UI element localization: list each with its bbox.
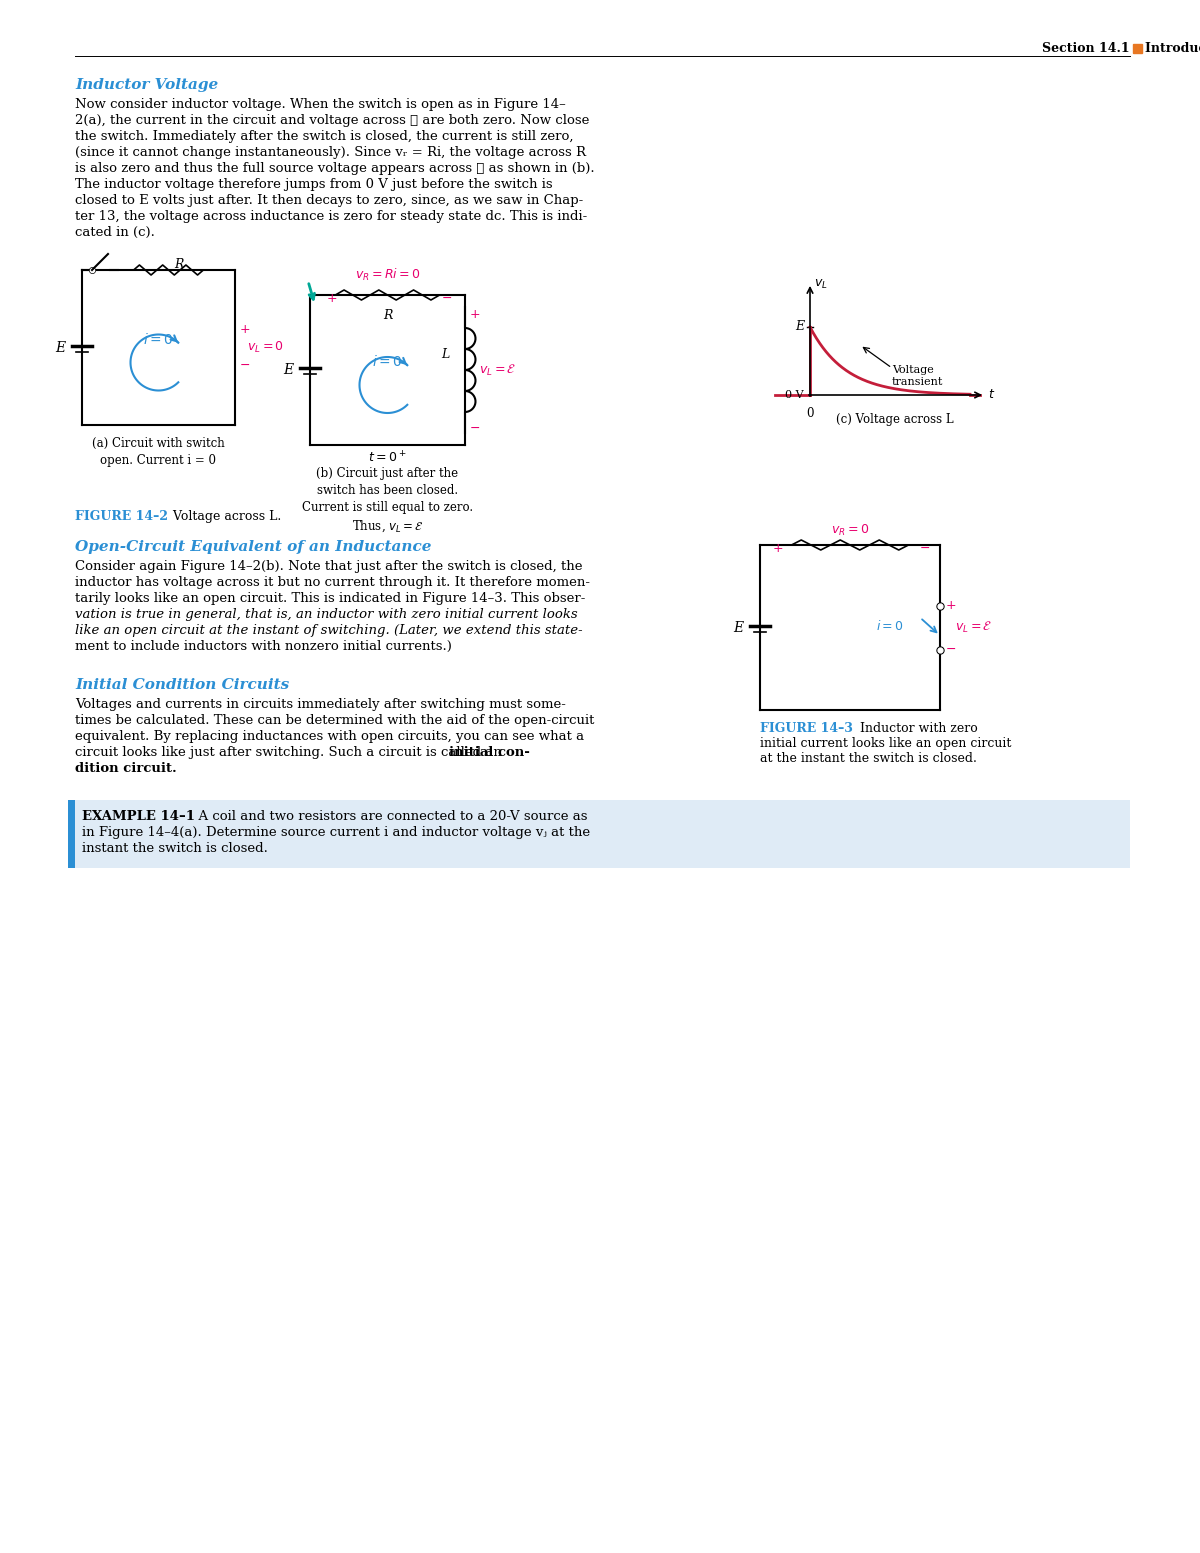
- Text: +: +: [240, 323, 251, 335]
- Text: Section 14.1: Section 14.1: [1043, 42, 1130, 54]
- Text: Inductor Voltage: Inductor Voltage: [74, 78, 218, 92]
- Text: E: E: [283, 363, 293, 377]
- Text: A coil and two resistors are connected to a 20-V source as: A coil and two resistors are connected t…: [190, 811, 588, 823]
- Text: E: E: [733, 621, 743, 635]
- Text: $v_R = Ri = 0$: $v_R = Ri = 0$: [355, 267, 420, 283]
- Text: (a) Circuit with switch
open. Current i = 0: (a) Circuit with switch open. Current i …: [92, 436, 224, 467]
- Text: $v_L = \mathcal{E}$: $v_L = \mathcal{E}$: [955, 620, 992, 635]
- Text: 0: 0: [806, 407, 814, 419]
- Text: −: −: [470, 421, 480, 435]
- Text: (b) Circuit just after the
switch has been closed.
Current is still equal to zer: (b) Circuit just after the switch has be…: [302, 467, 473, 534]
- Text: Voltages and currents in circuits immediately after switching must some-: Voltages and currents in circuits immedi…: [74, 697, 566, 711]
- Text: circuit looks like just after switching. Such a circuit is called an: circuit looks like just after switching.…: [74, 745, 506, 759]
- Text: tarily looks like an open circuit. This is indicated in Figure 14–3. This obser-: tarily looks like an open circuit. This …: [74, 592, 586, 606]
- Text: FIGURE 14–3: FIGURE 14–3: [760, 722, 853, 735]
- Text: initial current looks like an open circuit: initial current looks like an open circu…: [760, 738, 1012, 750]
- Text: $v_R = 0$: $v_R = 0$: [830, 523, 869, 537]
- Text: +: +: [773, 542, 784, 554]
- Text: $v_L = 0$: $v_L = 0$: [247, 340, 284, 356]
- Text: initial con-: initial con-: [449, 745, 530, 759]
- Text: equivalent. By replacing inductances with open circuits, you can see what a: equivalent. By replacing inductances wit…: [74, 730, 584, 742]
- Text: $v_L = \mathcal{E}$: $v_L = \mathcal{E}$: [479, 362, 516, 377]
- Text: $t = 0^+$: $t = 0^+$: [368, 450, 407, 466]
- Bar: [1133, 43, 1142, 53]
- Text: Inductor with zero: Inductor with zero: [852, 722, 978, 735]
- Text: ter 13, the voltage across inductance is zero for steady state dc. This is indi-: ter 13, the voltage across inductance is…: [74, 210, 587, 224]
- Text: −: −: [240, 359, 251, 373]
- Text: +: +: [326, 292, 337, 304]
- Text: $t$: $t$: [988, 388, 995, 402]
- Text: ment to include inductors with nonzero initial currents.): ment to include inductors with nonzero i…: [74, 640, 452, 652]
- Text: Now consider inductor voltage. When the switch is open as in Figure 14–: Now consider inductor voltage. When the …: [74, 98, 565, 110]
- Text: E: E: [55, 340, 65, 354]
- Text: times be calculated. These can be determined with the aid of the open-circuit: times be calculated. These can be determ…: [74, 714, 594, 727]
- Text: instant the switch is closed.: instant the switch is closed.: [82, 842, 268, 856]
- Text: is also zero and thus the full source voltage appears across ℓ as shown in (b).: is also zero and thus the full source vo…: [74, 162, 595, 175]
- Text: +: +: [470, 309, 481, 321]
- Text: the switch. Immediately after the switch is closed, the current is still zero,: the switch. Immediately after the switch…: [74, 130, 574, 143]
- Text: L: L: [440, 348, 449, 362]
- Text: −: −: [919, 542, 930, 554]
- Bar: [68, 800, 1130, 868]
- Text: in Figure 14–4(a). Determine source current i and inductor voltage vⱼ at the: in Figure 14–4(a). Determine source curr…: [82, 826, 590, 839]
- Text: Voltage
transient: Voltage transient: [892, 365, 943, 387]
- Text: $i = 0$: $i = 0$: [143, 332, 174, 346]
- Text: cated in (c).: cated in (c).: [74, 227, 155, 239]
- Text: Introduction     521: Introduction 521: [1145, 42, 1200, 54]
- Text: Open-Circuit Equivalent of an Inductance: Open-Circuit Equivalent of an Inductance: [74, 540, 432, 554]
- Text: dition circuit.: dition circuit.: [74, 763, 176, 775]
- Bar: [68, 800, 74, 868]
- Text: 2(a), the current in the circuit and voltage across ℓ are both zero. Now close: 2(a), the current in the circuit and vol…: [74, 113, 589, 127]
- Text: R: R: [174, 258, 184, 272]
- Text: Consider again Figure 14–2(b). Note that just after the switch is closed, the: Consider again Figure 14–2(b). Note that…: [74, 561, 582, 573]
- Text: inductor has voltage across it but no current through it. It therefore momen-: inductor has voltage across it but no cu…: [74, 576, 590, 589]
- Text: +: +: [946, 599, 956, 612]
- Text: closed to E volts just after. It then decays to zero, since, as we saw in Chap-: closed to E volts just after. It then de…: [74, 194, 583, 207]
- Text: 0 V: 0 V: [785, 390, 804, 401]
- Text: Initial Condition Circuits: Initial Condition Circuits: [74, 679, 289, 693]
- Text: $i = 0$: $i = 0$: [876, 618, 904, 632]
- Text: (c) Voltage across L: (c) Voltage across L: [836, 413, 954, 426]
- Text: −: −: [442, 292, 452, 304]
- Text: at the instant the switch is closed.: at the instant the switch is closed.: [760, 752, 977, 766]
- Text: $v_L$: $v_L$: [814, 278, 828, 290]
- Text: EXAMPLE 14–1: EXAMPLE 14–1: [82, 811, 194, 823]
- Text: $i = 0$: $i = 0$: [372, 354, 403, 370]
- Text: vation is true in general, that is, an inductor with zero initial current looks: vation is true in general, that is, an i…: [74, 609, 577, 621]
- Text: R: R: [383, 309, 392, 321]
- Text: The inductor voltage therefore jumps from 0 V just before the switch is: The inductor voltage therefore jumps fro…: [74, 179, 553, 191]
- Text: (since it cannot change instantaneously). Since vᵣ = Ri, the voltage across R: (since it cannot change instantaneously)…: [74, 146, 586, 158]
- Text: −: −: [946, 643, 956, 655]
- Text: Voltage across L.: Voltage across L.: [166, 509, 281, 523]
- Text: like an open circuit at the instant of switching. (Later, we extend this state-: like an open circuit at the instant of s…: [74, 624, 583, 637]
- Text: E: E: [794, 320, 804, 334]
- Text: FIGURE 14–2: FIGURE 14–2: [74, 509, 168, 523]
